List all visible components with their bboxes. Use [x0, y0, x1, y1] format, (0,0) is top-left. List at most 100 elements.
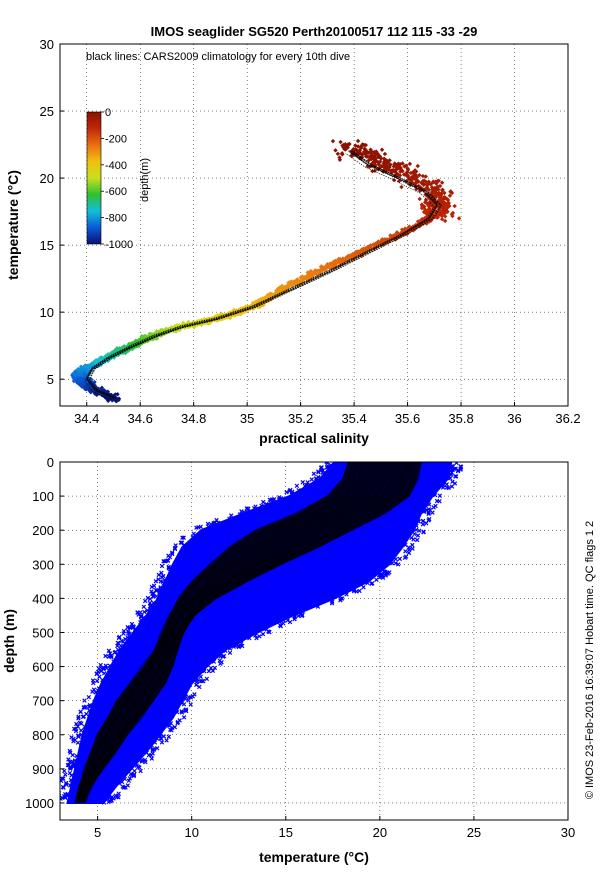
td-glider-point: [406, 545, 412, 550]
td-glider-point: [228, 513, 234, 518]
ts-point: [230, 309, 235, 314]
ts-point: [382, 159, 387, 164]
td-glider-point: [202, 668, 207, 674]
ts-point: [358, 145, 364, 150]
td-glider-point: [166, 564, 171, 570]
ts-point: [426, 187, 432, 193]
ts-point: [288, 281, 293, 286]
td-glider-point: [159, 563, 165, 569]
ts-point: [426, 203, 431, 208]
ts-climatology-line: [84, 152, 435, 401]
ts-point: [379, 147, 385, 152]
td-glider-point: [149, 756, 155, 761]
ts-climatology-line: [88, 151, 441, 399]
ts-point: [417, 196, 422, 202]
td-glider-point: [204, 676, 210, 682]
td-y-tick-label: 100: [32, 489, 54, 504]
ts-point: [423, 197, 429, 203]
ts-point: [417, 172, 422, 178]
td-glider-point: [328, 462, 334, 468]
td-glider-point: [454, 462, 459, 466]
td-glider-point: [421, 530, 426, 535]
td-glider-point: [164, 738, 169, 743]
ts-point: [456, 216, 462, 221]
ts-point: [93, 391, 99, 396]
ts-climatology-line: [86, 149, 438, 397]
ts-point: [80, 378, 86, 384]
td-glider-point: [97, 674, 102, 679]
ts-x-tick-label: 35.8: [448, 411, 473, 426]
ts-point: [275, 290, 280, 295]
td-glider-point: [154, 746, 160, 751]
td-glider-point: [190, 534, 195, 540]
ts-point: [423, 174, 428, 179]
td-glider-point: [67, 783, 73, 788]
ts-point: [302, 274, 308, 280]
ts-climatology-line: [86, 150, 438, 398]
td-glider-point: [69, 780, 74, 786]
td-glider-point: [458, 464, 464, 470]
ts-point: [400, 229, 405, 234]
ts-y-tick-label: 20: [40, 171, 54, 186]
td-glider-point: [179, 540, 185, 545]
td-glider-point: [78, 728, 84, 733]
td-glider-point: [183, 708, 188, 713]
td-glider-point: [411, 537, 416, 542]
td-glider-point: [413, 527, 419, 533]
ts-point: [363, 142, 369, 148]
ts-point: [429, 185, 435, 190]
td-glider-point: [138, 617, 144, 623]
td-glider-point: [165, 558, 171, 563]
td-y-tick-label: 400: [32, 591, 54, 606]
ts-point: [410, 176, 416, 182]
td-glider-point: [287, 619, 293, 625]
ts-point: [361, 149, 367, 155]
td-glider-point: [116, 791, 121, 796]
ts-point: [426, 195, 432, 201]
ts-point: [115, 392, 120, 397]
ts-point: [371, 154, 376, 159]
td-glider-point: [414, 523, 419, 529]
td-glider-point: [406, 550, 412, 556]
ts-point: [335, 151, 341, 157]
ts-y-tick-label: 30: [40, 37, 54, 52]
td-glider-point: [87, 708, 92, 713]
td-glider-point: [393, 561, 398, 566]
ts-point: [409, 180, 415, 185]
ts-point: [276, 286, 281, 291]
td-glider-point: [426, 502, 432, 507]
ts-point: [394, 170, 399, 176]
ts-climatology: [84, 149, 442, 401]
ts-point: [337, 157, 343, 162]
td-glider-point: [324, 465, 330, 470]
td-glider-point: [369, 581, 374, 587]
td-x-tick-label: 5: [94, 825, 101, 840]
ts-point: [395, 166, 401, 171]
td-x-axis-label: temperature (°C): [259, 849, 369, 865]
ts-point: [362, 146, 367, 151]
td-glider-point: [145, 608, 150, 613]
ts-point: [78, 380, 83, 386]
td-glider-point: [354, 589, 359, 594]
td-glider-point: [432, 492, 438, 498]
td-glider-point: [450, 479, 455, 484]
td-glider-point: [56, 803, 60, 807]
climatology-note: black lines: CARS2009 climatology for ev…: [86, 51, 350, 63]
td-glider-point: [95, 669, 101, 675]
ts-point: [368, 156, 374, 161]
ts-point: [141, 338, 146, 343]
td-glider-point: [67, 759, 73, 765]
td-glider-point: [313, 476, 319, 481]
td-glider-point: [374, 577, 379, 582]
td-glider-point: [397, 556, 402, 562]
td-y-tick-label: 800: [32, 728, 54, 743]
ts-point: [415, 163, 420, 169]
td-glider-point: [82, 698, 87, 703]
ts-point: [359, 152, 365, 158]
td-glider-point: [134, 763, 140, 768]
td-glider-point: [66, 757, 71, 762]
td-glider-point: [71, 739, 76, 744]
ts-point: [150, 334, 155, 339]
ts-point: [433, 179, 438, 185]
td-glider-point: [227, 516, 232, 521]
